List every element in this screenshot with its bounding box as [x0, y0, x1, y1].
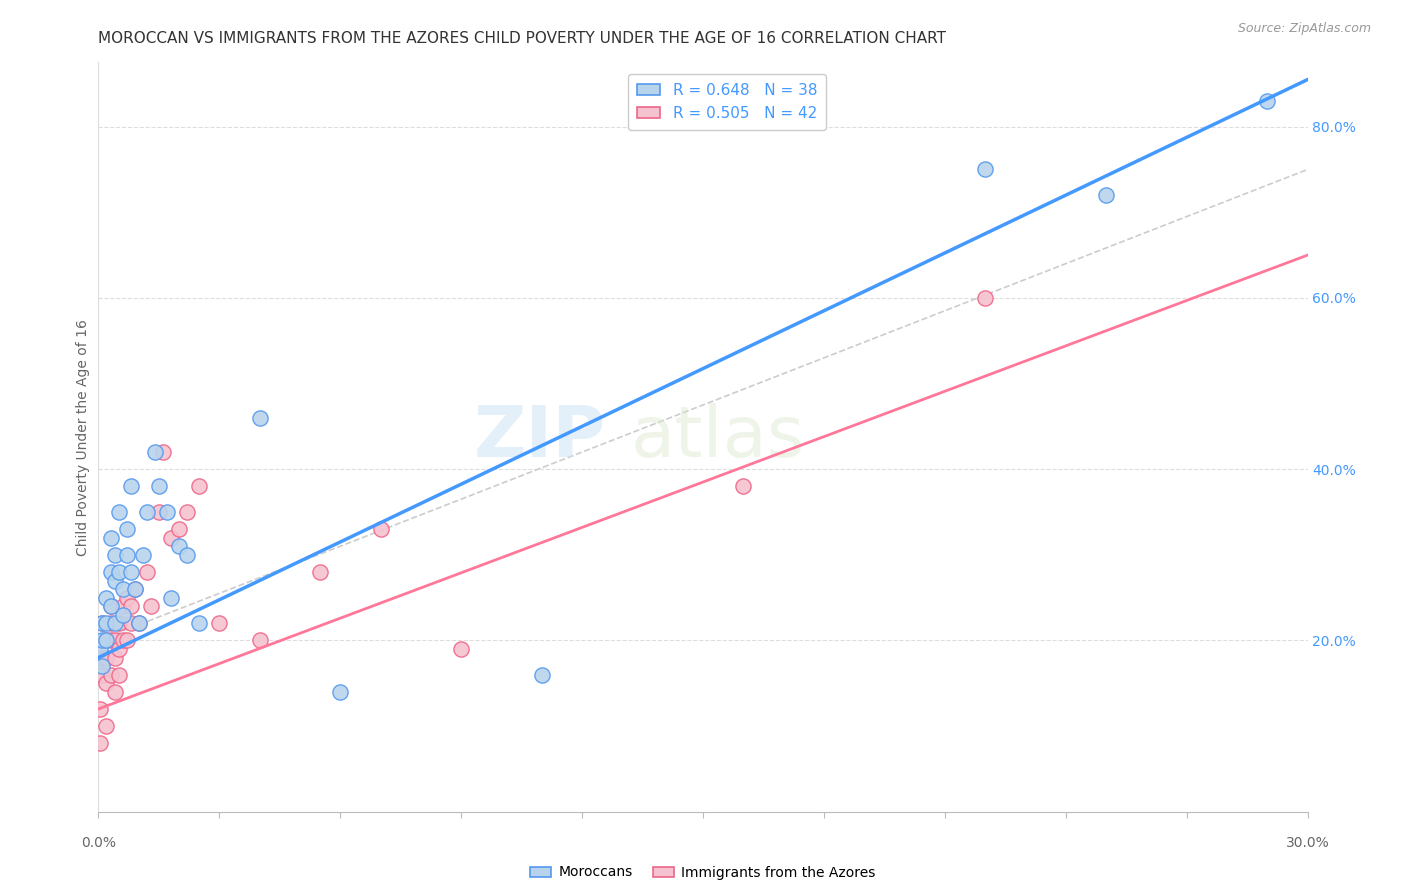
Point	[91, 633, 114, 648]
Point	[128, 616, 150, 631]
Point	[103, 574, 125, 588]
Point	[329, 685, 352, 699]
Point	[188, 479, 211, 493]
Point	[974, 291, 997, 305]
Point	[167, 539, 190, 553]
Text: atlas: atlas	[630, 402, 804, 472]
Point	[107, 642, 129, 657]
Point	[107, 505, 129, 519]
Point	[96, 633, 118, 648]
Point	[1095, 188, 1118, 202]
Point	[120, 616, 142, 631]
Point	[103, 650, 125, 665]
Text: MOROCCAN VS IMMIGRANTS FROM THE AZORES CHILD POVERTY UNDER THE AGE OF 16 CORRELA: MOROCCAN VS IMMIGRANTS FROM THE AZORES C…	[98, 31, 946, 46]
Legend: R = 0.648   N = 38, R = 0.505   N = 42: R = 0.648 N = 38, R = 0.505 N = 42	[628, 74, 827, 130]
Point	[115, 522, 138, 536]
Point	[89, 642, 111, 657]
Point	[167, 522, 190, 536]
Point	[188, 616, 211, 631]
Point	[160, 591, 183, 605]
Point	[370, 522, 392, 536]
Point	[530, 667, 553, 681]
Text: 0.0%: 0.0%	[82, 836, 115, 850]
Point	[91, 659, 114, 673]
Point	[91, 650, 114, 665]
Point	[176, 505, 198, 519]
Point	[111, 582, 134, 596]
Point	[249, 633, 271, 648]
Point	[111, 633, 134, 648]
Point	[124, 582, 146, 596]
Point	[96, 676, 118, 690]
Point	[100, 599, 122, 614]
Point	[96, 719, 118, 733]
Point	[107, 667, 129, 681]
Point	[111, 599, 134, 614]
Point	[1256, 94, 1278, 108]
Point	[208, 616, 231, 631]
Point	[143, 445, 166, 459]
Point	[156, 505, 179, 519]
Point	[249, 410, 271, 425]
Point	[115, 633, 138, 648]
Point	[115, 591, 138, 605]
Point	[309, 565, 332, 579]
Point	[135, 565, 157, 579]
Point	[148, 479, 170, 493]
Point	[91, 667, 114, 681]
Point	[103, 616, 125, 631]
Legend: Moroccans, Immigrants from the Azores: Moroccans, Immigrants from the Azores	[524, 860, 882, 885]
Point	[96, 650, 118, 665]
Point	[120, 599, 142, 614]
Point	[100, 565, 122, 579]
Point	[135, 505, 157, 519]
Point	[132, 548, 155, 562]
Point	[100, 599, 122, 614]
Point	[100, 633, 122, 648]
Point	[148, 505, 170, 519]
Point	[96, 633, 118, 648]
Text: 30.0%: 30.0%	[1285, 836, 1330, 850]
Point	[96, 616, 118, 631]
Point	[160, 531, 183, 545]
Point	[115, 548, 138, 562]
Point	[100, 616, 122, 631]
Point	[120, 479, 142, 493]
Point	[100, 531, 122, 545]
Text: Source: ZipAtlas.com: Source: ZipAtlas.com	[1237, 22, 1371, 36]
Point	[128, 616, 150, 631]
Point	[111, 607, 134, 622]
Point	[96, 591, 118, 605]
Point	[107, 616, 129, 631]
Y-axis label: Child Poverty Under the Age of 16: Child Poverty Under the Age of 16	[76, 318, 90, 556]
Point	[107, 565, 129, 579]
Point	[100, 667, 122, 681]
Point	[120, 565, 142, 579]
Point	[450, 642, 472, 657]
Point	[103, 548, 125, 562]
Text: ZIP: ZIP	[474, 402, 606, 472]
Point	[176, 548, 198, 562]
Point	[89, 702, 111, 716]
Point	[89, 736, 111, 750]
Point	[103, 633, 125, 648]
Point	[103, 685, 125, 699]
Point	[91, 616, 114, 631]
Point	[124, 582, 146, 596]
Point	[733, 479, 755, 493]
Point	[152, 445, 174, 459]
Point	[139, 599, 162, 614]
Point	[91, 616, 114, 631]
Point	[974, 162, 997, 177]
